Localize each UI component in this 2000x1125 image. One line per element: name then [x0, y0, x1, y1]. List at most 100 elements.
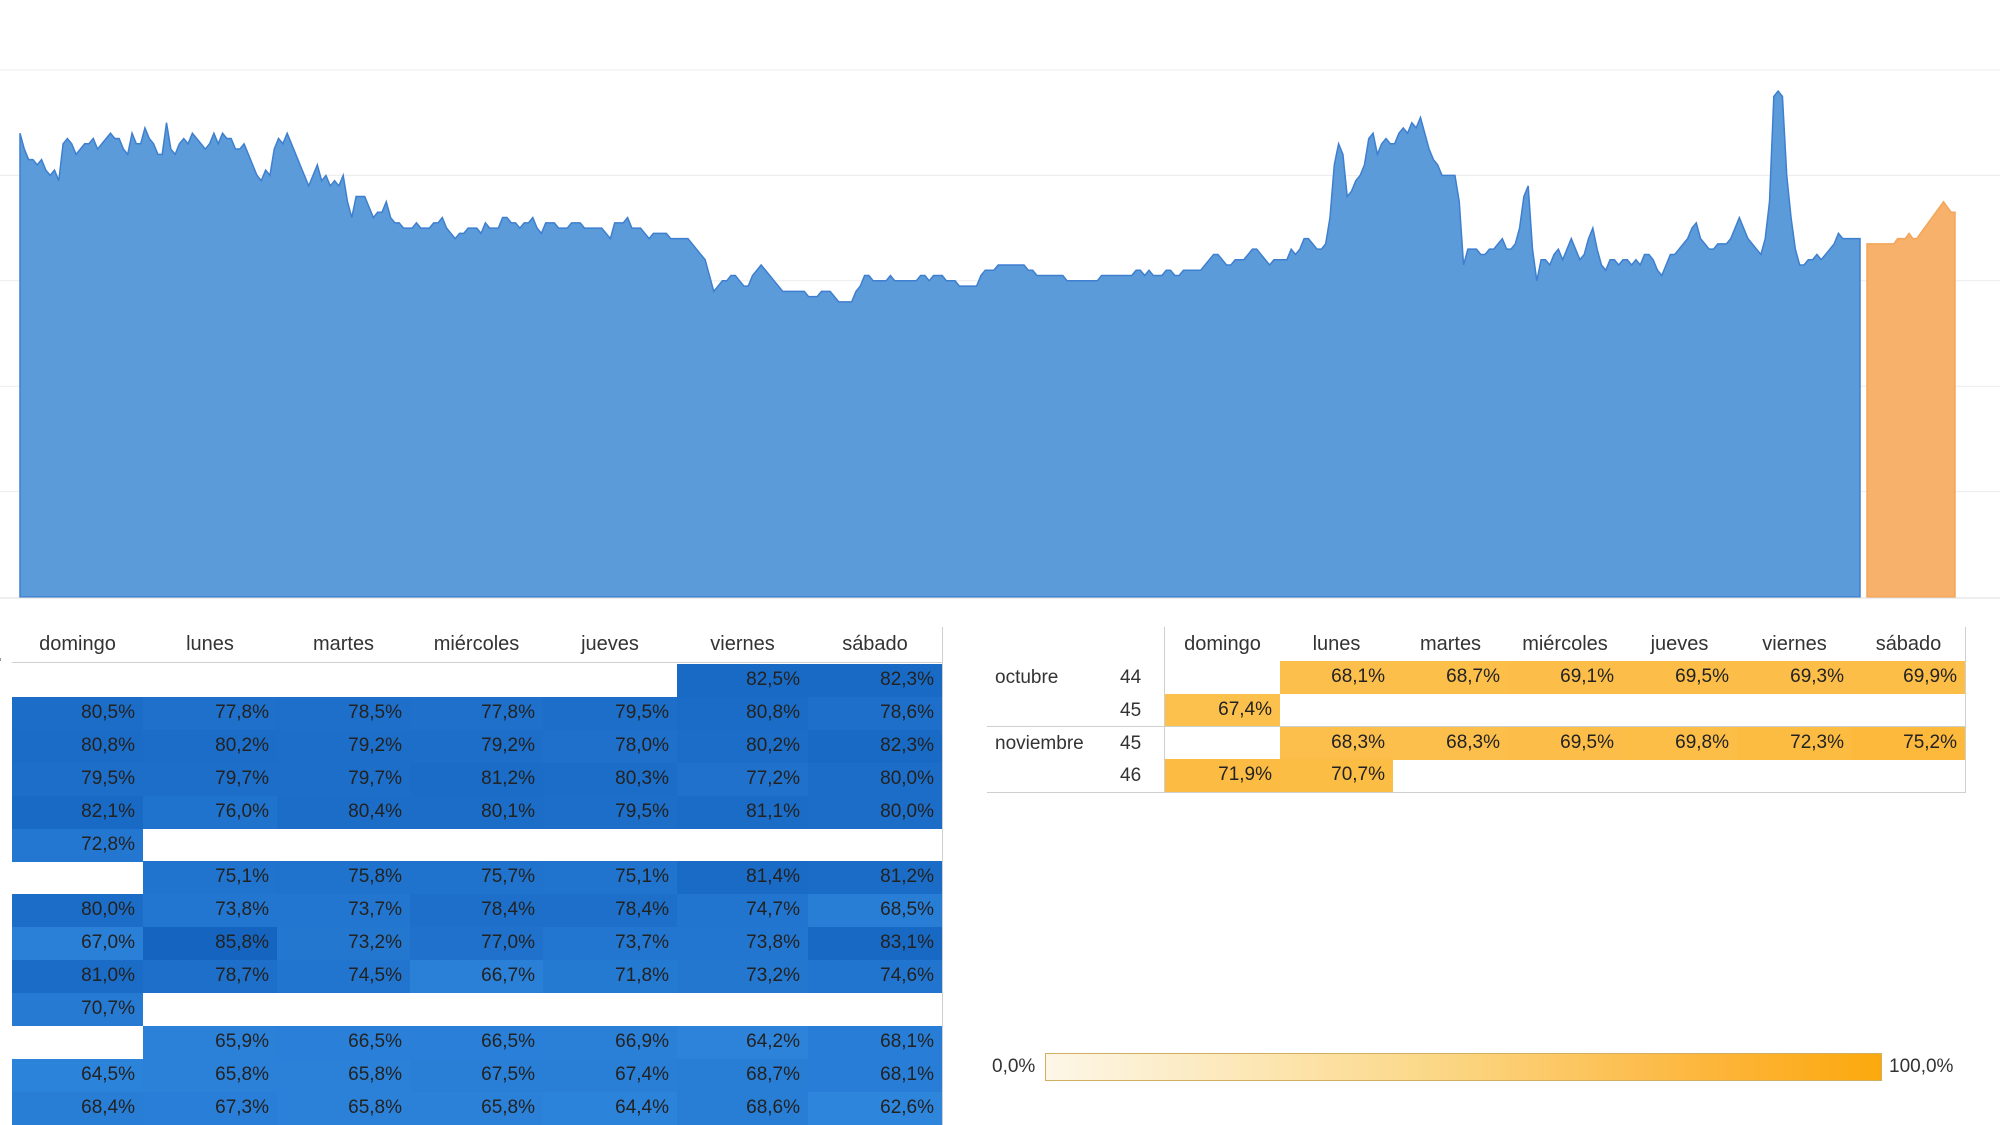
- column-header-4: jueves: [1650, 633, 1709, 655]
- heatmap-cell: 64,4%: [543, 1091, 677, 1125]
- heatmap-cell: 73,2%: [277, 927, 410, 961]
- month-label: noviembre: [995, 732, 1084, 754]
- heatmap-cell: 81,4%: [677, 861, 808, 895]
- heatmap-cell: 64,2%: [677, 1025, 808, 1059]
- heatmap-cell: 78,0%: [543, 729, 677, 763]
- color-legend-bar: [1045, 1053, 1882, 1081]
- heatmap-cell: 66,9%: [543, 1025, 677, 1059]
- heatmap-cell: 68,7%: [1393, 661, 1508, 694]
- row-header-divider: [1164, 627, 1165, 793]
- month-label: octubre: [995, 667, 1059, 688]
- column-header-5: viernes: [710, 633, 775, 655]
- heatmap-cell: 78,7%: [143, 960, 277, 994]
- heatmap-cell: 67,4%: [543, 1058, 677, 1092]
- heatmap-cell: 73,2%: [677, 960, 808, 994]
- area-series-actual: [19, 89, 1861, 598]
- heatmap-cell: [1622, 759, 1737, 792]
- heatmap-cell: 73,8%: [677, 927, 808, 961]
- heatmap-cell: 72,8%: [12, 828, 143, 862]
- column-header-6: sábado: [1875, 633, 1942, 655]
- heatmap-cell: 65,8%: [410, 1091, 543, 1125]
- heatmap-cell: [12, 664, 143, 697]
- heatmap-cell: [1165, 661, 1280, 694]
- heatmap-cell: 68,7%: [677, 1058, 808, 1092]
- row-tick: [0, 658, 1, 661]
- heatmap-cell: 77,0%: [410, 927, 543, 961]
- heatmap-cell: [410, 993, 543, 1026]
- heatmap-cell: 80,2%: [143, 729, 277, 763]
- heatmap-cell: 68,6%: [677, 1091, 808, 1125]
- heatmap-cell: 82,3%: [808, 664, 942, 697]
- heatmap-cell: 72,3%: [1737, 726, 1852, 760]
- heatmap-cell: 66,5%: [277, 1025, 410, 1059]
- heatmap-cell: [1280, 694, 1393, 727]
- heatmap-cell: [1852, 694, 1965, 727]
- area-series-forecast: [1866, 200, 1956, 598]
- heatmap-cell: 82,1%: [12, 795, 143, 829]
- legend-min-label: 0,0%: [992, 1056, 1036, 1077]
- heatmap-cell: [143, 993, 277, 1026]
- heatmap-cell: 69,9%: [1852, 661, 1965, 694]
- column-header-6: sábado: [842, 633, 908, 655]
- heatmap-cell: [808, 829, 942, 862]
- heatmap-cell: [410, 664, 543, 697]
- heatmap-cell: 69,5%: [1508, 726, 1622, 760]
- heatmap-cell: 67,3%: [143, 1091, 277, 1125]
- heatmap-cell: [12, 1026, 143, 1059]
- heatmap-cell: [543, 829, 677, 862]
- column-header-2: martes: [312, 633, 375, 655]
- heatmap-cell: 69,8%: [1622, 726, 1737, 760]
- column-header-2: martes: [1419, 633, 1482, 655]
- table-right-border: [942, 627, 943, 1125]
- month-divider: [987, 726, 1965, 727]
- heatmap-cell: 80,4%: [277, 795, 410, 829]
- heatmap-cell: 74,7%: [677, 894, 808, 928]
- heatmap-cell: 74,5%: [277, 960, 410, 994]
- heatmap-cell: 71,9%: [1165, 759, 1280, 793]
- heatmap-cell: [1165, 727, 1280, 760]
- heatmap-cell: 67,5%: [410, 1058, 543, 1092]
- heatmap-cell: 66,5%: [410, 1025, 543, 1059]
- heatmap-cell: 79,5%: [543, 795, 677, 829]
- heatmap-cell: 81,0%: [12, 960, 143, 994]
- heatmap-cell: 79,2%: [277, 729, 410, 763]
- heatmap-cell: 68,1%: [808, 1058, 942, 1092]
- heatmap-cell: 83,1%: [808, 927, 942, 961]
- heatmap-cell: 77,8%: [143, 696, 277, 730]
- heatmap-cell: 71,8%: [543, 960, 677, 994]
- table-bottom-border: [987, 792, 1965, 793]
- heatmap-cell: 75,1%: [543, 861, 677, 895]
- heatmap-cell: 78,4%: [543, 894, 677, 928]
- heatmap-cell: 78,5%: [277, 696, 410, 730]
- heatmap-cell: 80,3%: [543, 762, 677, 796]
- column-header-3: miércoles: [433, 633, 520, 655]
- heatmap-cell: [543, 993, 677, 1026]
- column-header-1: lunes: [186, 633, 234, 655]
- column-header-5: viernes: [1762, 633, 1827, 655]
- heatmap-cell: 73,7%: [277, 894, 410, 928]
- heatmap-cell: [1737, 694, 1852, 727]
- heatmap-cell: 66,7%: [410, 960, 543, 994]
- heatmap-cell: 67,0%: [12, 927, 143, 961]
- column-header-1: lunes: [1312, 633, 1361, 655]
- heatmap-cell: 69,1%: [1508, 661, 1622, 694]
- heatmap-cell: 62,6%: [808, 1091, 942, 1125]
- column-header-0: domingo: [39, 633, 116, 655]
- heatmap-cell: [143, 829, 277, 862]
- heatmap-cell: [277, 829, 410, 862]
- heatmap-cell: 80,8%: [677, 696, 808, 730]
- heatmap-cell: 79,2%: [410, 729, 543, 763]
- heatmap-cell: 81,2%: [410, 762, 543, 796]
- week-label: 46: [1120, 765, 1142, 787]
- heatmap-cell: 78,6%: [808, 696, 942, 730]
- heatmap-cell: [1508, 694, 1622, 727]
- heatmap-cell: 64,5%: [12, 1058, 143, 1092]
- heatmap-cell: 68,1%: [1280, 661, 1393, 694]
- heatmap-cell: 80,0%: [808, 762, 942, 796]
- heatmap-cell: 68,5%: [808, 894, 942, 928]
- heatmap-cell: 68,3%: [1393, 726, 1508, 760]
- heatmap-cell: 79,7%: [143, 762, 277, 796]
- heatmap-cell: 79,7%: [277, 762, 410, 796]
- heatmap-cell: 75,8%: [277, 861, 410, 895]
- heatmap-cell: 75,7%: [410, 861, 543, 895]
